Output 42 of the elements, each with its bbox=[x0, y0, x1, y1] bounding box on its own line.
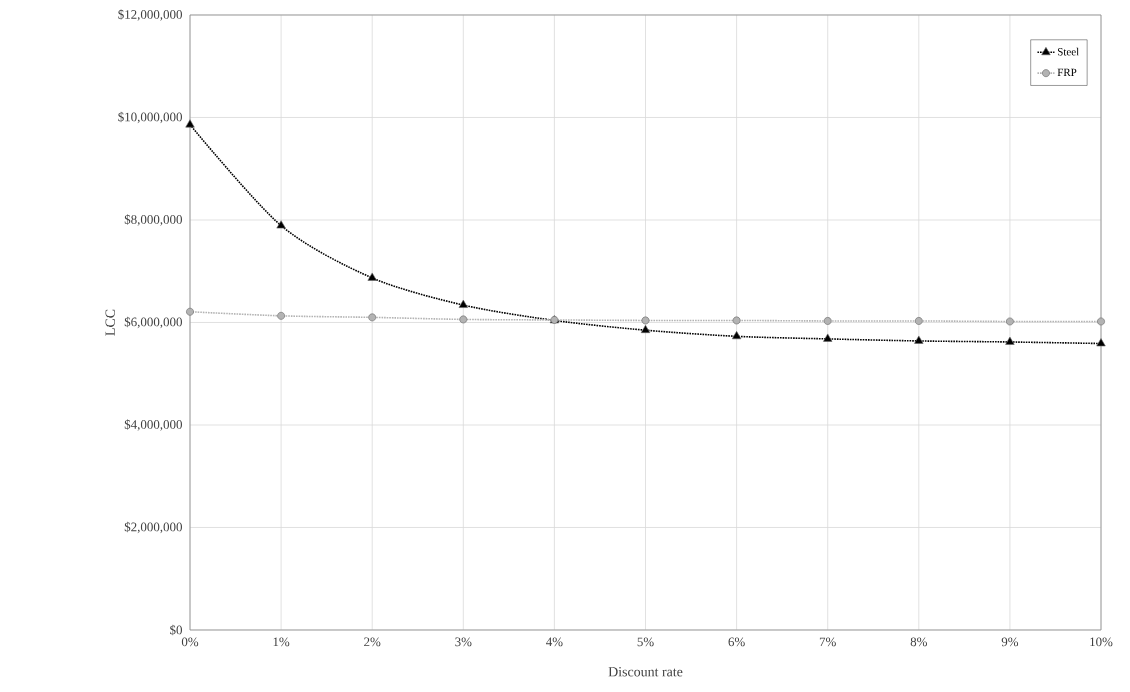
point bbox=[1006, 317, 1014, 326]
y-tick-label: $6,000,000 bbox=[124, 316, 182, 329]
point bbox=[367, 272, 377, 281]
y-tick-label: $12,000,000 bbox=[118, 9, 182, 21]
point bbox=[823, 317, 832, 325]
legend-label: FRP bbox=[1057, 68, 1077, 76]
legend-label: Steel bbox=[1058, 47, 1079, 56]
x-tick-label: 4% bbox=[546, 637, 563, 647]
x-tick-label: 2% bbox=[364, 637, 381, 647]
point bbox=[731, 331, 742, 340]
x-tick-label: 9% bbox=[1001, 637, 1019, 647]
point bbox=[1005, 336, 1015, 345]
point bbox=[1097, 317, 1105, 326]
point bbox=[459, 315, 468, 324]
x-axis-title: Discount rate bbox=[608, 667, 683, 677]
point bbox=[640, 324, 651, 333]
point bbox=[914, 335, 924, 344]
x-tick-label: 3% bbox=[455, 637, 472, 647]
x-tick-label: 6% bbox=[728, 637, 745, 647]
point bbox=[823, 333, 833, 342]
point bbox=[1096, 338, 1106, 347]
point bbox=[641, 316, 650, 325]
x-tick-label: 10% bbox=[1090, 637, 1113, 647]
point bbox=[186, 307, 194, 316]
x-tick-label: 7% bbox=[819, 637, 836, 647]
y-tick-label: $10,000,000 bbox=[118, 111, 182, 124]
y-tick-label: $2,000,000 bbox=[124, 521, 182, 534]
y-tick-label: $4,000,000 bbox=[124, 419, 182, 431]
y-tick-label: $0 bbox=[170, 624, 182, 636]
point bbox=[277, 311, 285, 320]
point bbox=[914, 317, 923, 325]
y-tick-label: $8,000,000 bbox=[124, 214, 182, 226]
point bbox=[185, 119, 195, 128]
point bbox=[276, 220, 286, 229]
x-tick-label: 0% bbox=[181, 637, 199, 647]
x-tick-label: 5% bbox=[637, 637, 654, 647]
point bbox=[458, 299, 468, 308]
y-axis-title: LCC bbox=[105, 309, 115, 336]
point bbox=[368, 313, 377, 322]
x-tick-label: 8% bbox=[910, 637, 927, 647]
x-tick-label: 1% bbox=[273, 637, 290, 647]
point bbox=[732, 316, 741, 325]
